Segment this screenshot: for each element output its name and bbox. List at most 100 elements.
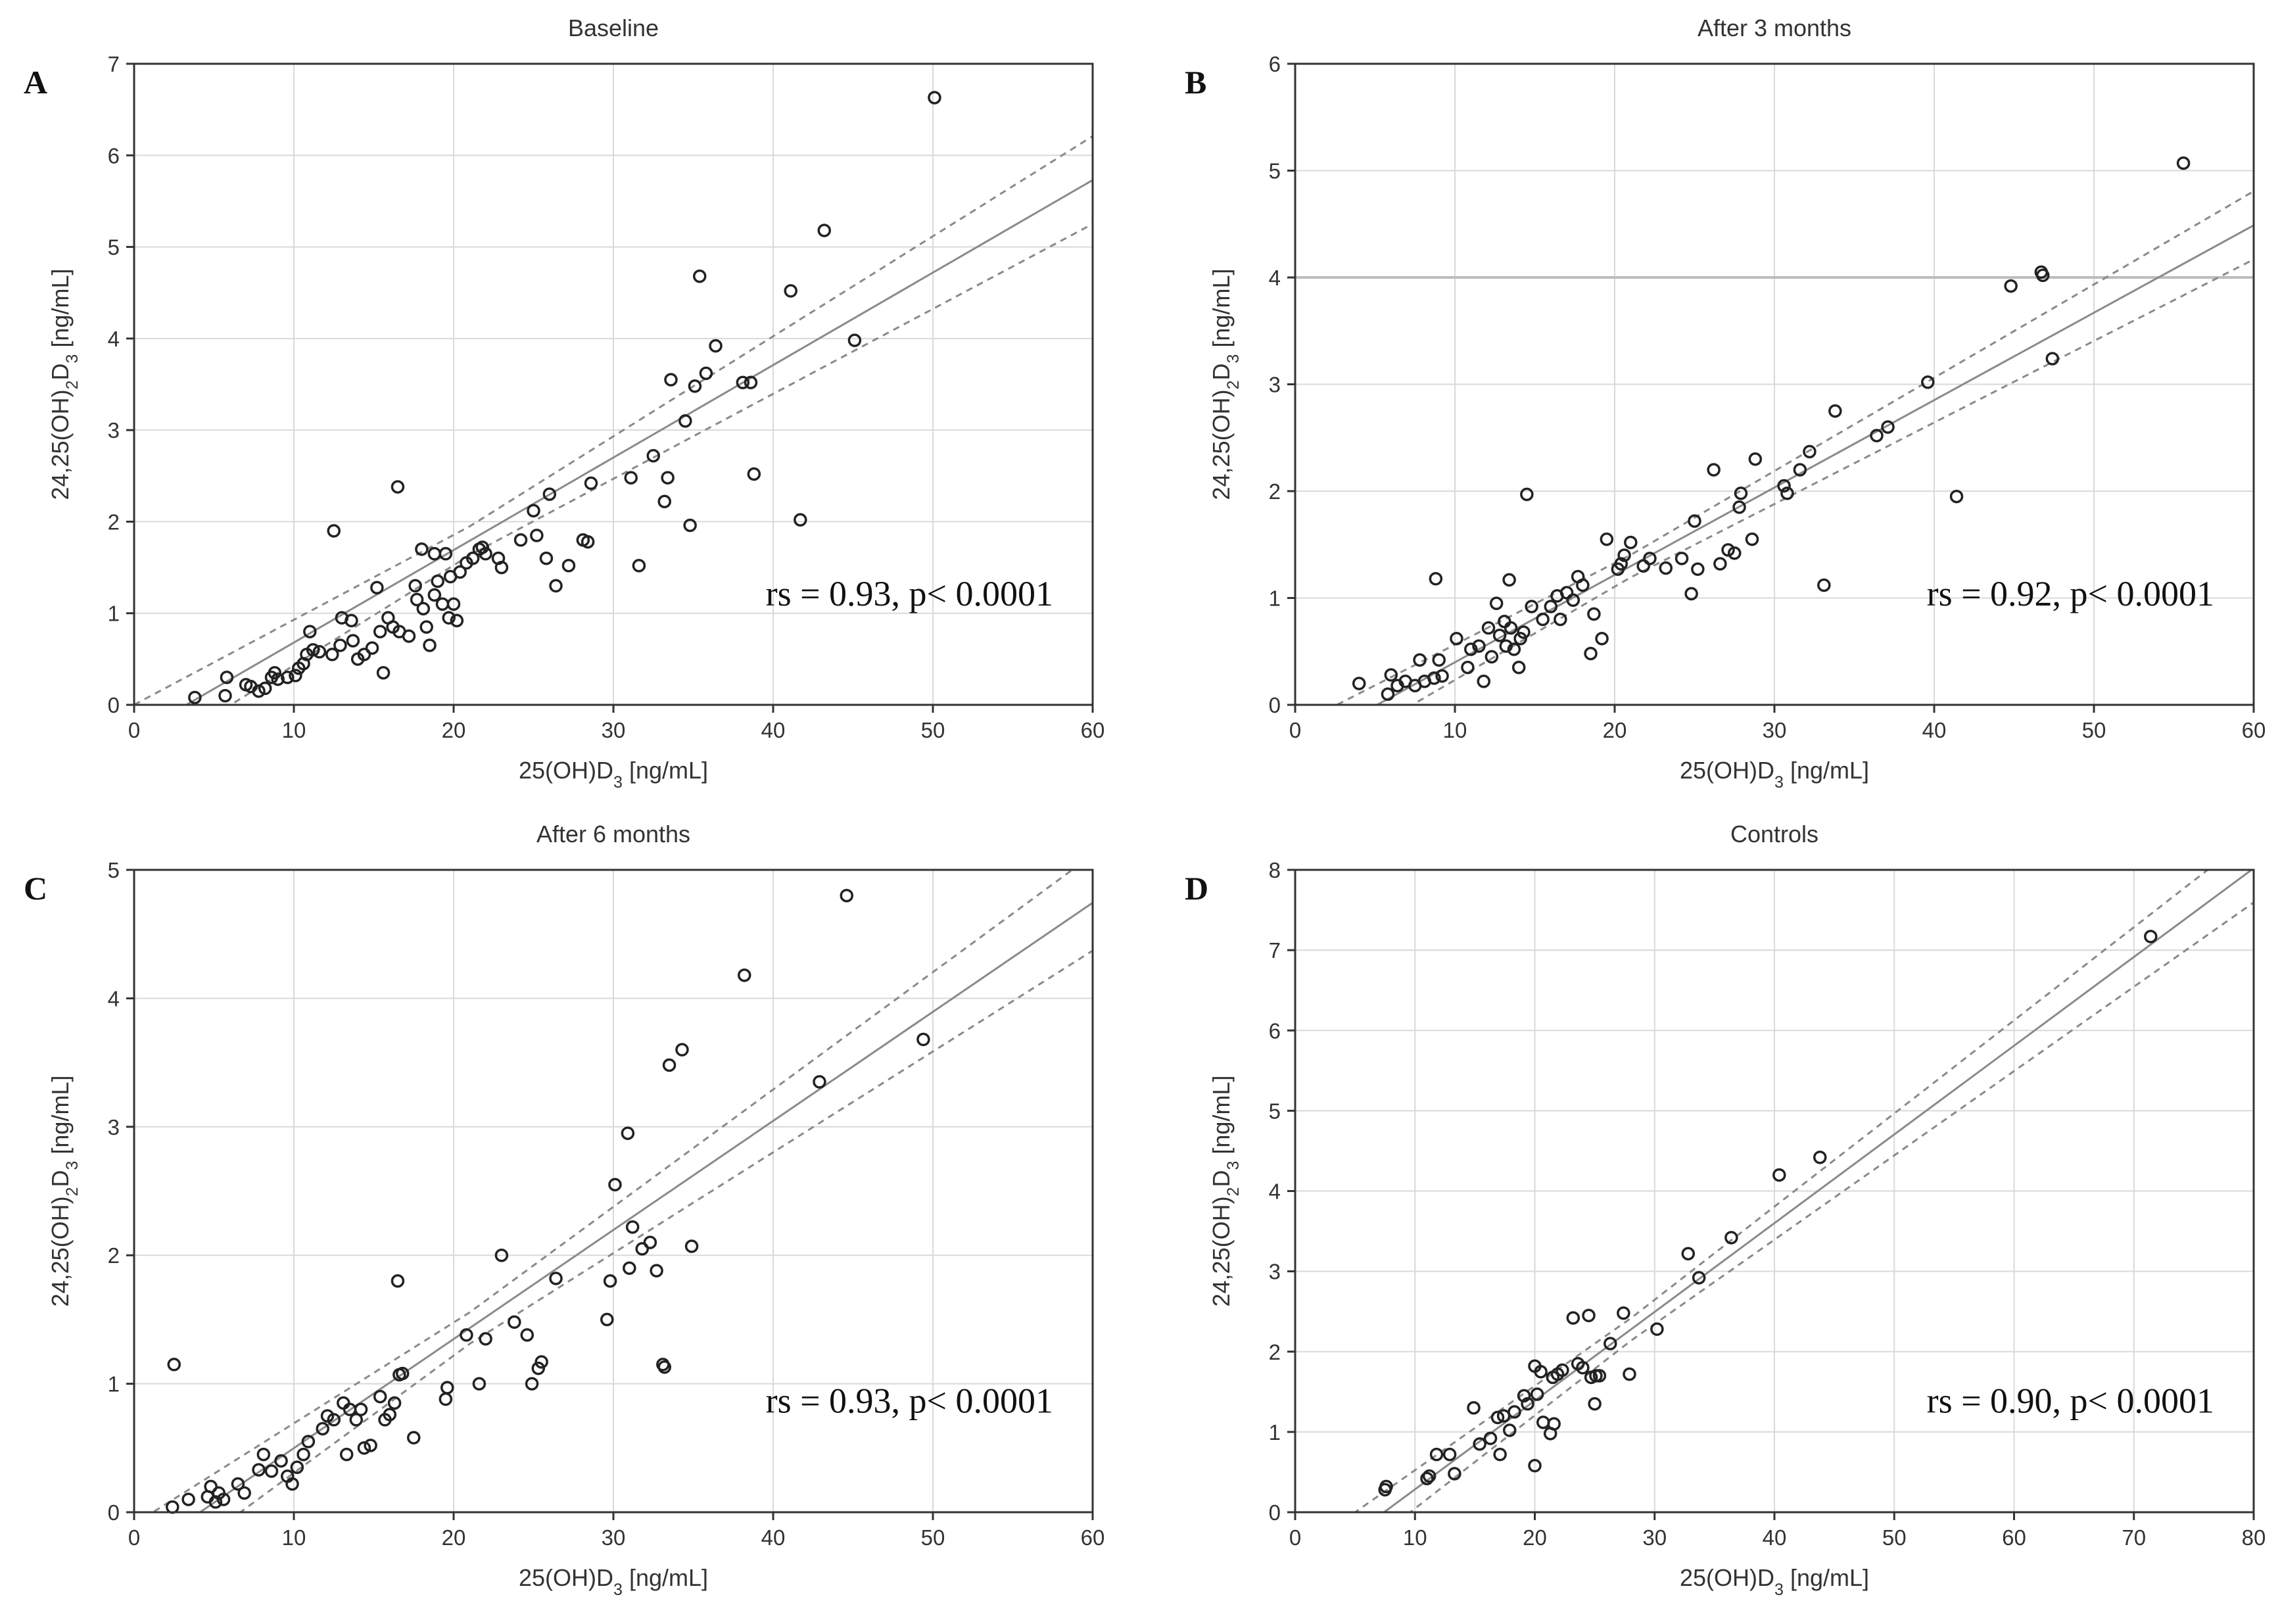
panel-c-data-point [520,1328,534,1342]
panel-c-data-point [364,1439,377,1452]
panel-c-data-point [440,1381,454,1395]
panel-a-x-tick-label: 40 [761,718,786,742]
panel-a-data-point [344,613,358,628]
panel-c-x-tick-label: 0 [128,1525,140,1550]
panel-d-data-point [1422,1469,1437,1483]
panel-a-data-point [376,666,391,680]
panel-b-data-point [1472,639,1486,653]
panel-c-data-point [549,1272,563,1285]
panel-c-letter: C [24,870,47,907]
panel-b-data-point [1745,532,1759,546]
panel-b-data-point [1688,514,1701,528]
panel-b-data-point [1576,578,1590,592]
panel-a-data-point [494,560,509,575]
panel-d-data-point [1692,1271,1706,1285]
panel-c-data-point [387,1396,402,1410]
panel-c-y-axis-label: 24,25(OH)2D3 [ng/mL] [47,1076,82,1307]
panel-a-data-point [450,613,464,628]
panel-d-data-point [1467,1400,1481,1415]
panel-c-data-point [603,1274,617,1288]
panel-d-x-tick-label: 0 [1289,1525,1301,1550]
panel-a-y-tick-label: 5 [108,235,120,260]
panel-a-data-point [646,448,660,463]
panel-a-data-point [453,565,467,579]
panel-a-data-point [312,644,327,659]
panel-a-x-tick-label: 60 [1081,718,1105,742]
panel-a-data-point [539,551,554,565]
panel-b-data-point [1477,675,1490,688]
panel-c-data-point [407,1431,421,1445]
panel-a-data-point [439,546,453,561]
panel-a-data-point [289,669,302,682]
panel-c-x-tick-label: 10 [282,1525,306,1550]
panel-d-data-point [1448,1467,1461,1481]
panel-d-data-point [1556,1363,1569,1377]
panel-b-data-point [1450,632,1463,646]
panel-d-regression-line [1382,870,2254,1512]
panel-a-x-tick-label: 30 [602,718,626,742]
panel-d-y-tick-label: 0 [1269,1500,1281,1525]
panel-b-letter: B [1185,64,1206,101]
panel-c-data-point [327,1413,341,1427]
panel-d-data-point [1603,1337,1617,1350]
panel-c-data-point [274,1454,288,1468]
panel-c-data-point [285,1477,299,1491]
panel-a-data-point [632,559,646,573]
panel-a-data-point [736,375,750,389]
panel-a-letter: A [24,64,47,101]
panel-a-data-point [306,643,320,657]
panel-c-data-point [460,1328,473,1342]
panel-d-letter: D [1185,870,1208,907]
panel-c-data-point [600,1312,614,1327]
panel-a-y-tick-label: 4 [108,327,120,351]
panel-a-data-point [928,91,941,105]
panel-c-x-tick-label: 50 [921,1525,945,1550]
panel-b-x-axis-label: 25(OH)D3 [ng/mL] [1680,757,1869,792]
panel-c-data-point [297,1447,310,1462]
panel-d-y-tick-label: 4 [1269,1180,1281,1204]
panel-a-y-tick-label: 7 [108,52,120,76]
panel-a-y-tick-label: 1 [108,602,120,626]
panel-b-data-point [2045,352,2060,366]
panel-b-data-point [1707,463,1721,477]
panel-b-data-point [1517,625,1531,639]
panel-b-data-point [1566,593,1580,607]
panel-d-x-tick-label: 40 [1763,1525,1787,1550]
panel-d-data-point [1502,1423,1517,1437]
panel-a-y-tick-label: 2 [108,510,120,534]
panel-b-data-point [1492,629,1507,642]
panel-a-x-tick-label: 50 [921,718,945,742]
panel-c-data-point [534,1355,548,1369]
panel-b-data-point [1587,607,1601,621]
panel-c-data-point [494,1248,509,1262]
panel-b-data-point [1713,557,1727,571]
panel-b-data-point [2004,279,2018,293]
panel-c-data-point [525,1377,539,1391]
panel-c: 0 10 20 30 40 50 60 0 1 2 3 4 5 After 6 months Crs = 0… [24,821,1104,1599]
panel-c-data-point [181,1493,195,1506]
panel-d-y-axis-label: 24,25(OH)2D3 [ng/mL] [1208,1076,1243,1307]
panel-b: 0 10 20 30 40 50 60 0 1 2 3 4 5 6 After 3 months Brs = … [1185,14,2266,792]
panel-b-y-tick-label: 0 [1269,693,1281,717]
panel-a-regression-line [184,179,1093,705]
panel-d-y-tick-label: 3 [1269,1260,1281,1284]
panel-c-y-tick-label: 0 [108,1500,120,1525]
panel-a-data-point [373,625,387,638]
panel-d-x-tick-label: 20 [1523,1525,1547,1550]
panel-b-data-point [1520,487,1534,502]
panel-a-y-tick-label: 6 [108,143,120,168]
panel-b-data-point [1384,668,1398,682]
panel-c-data-point [354,1402,368,1416]
panel-c-data-point [395,1366,410,1381]
panel-b-data-point [1734,487,1748,500]
panel-c-data-point [650,1264,663,1278]
panel-a-data-point [346,634,360,648]
panel-c-data-point [316,1421,329,1436]
panel-b-data-point [1777,479,1791,493]
panel-d-y-tick-label: 1 [1269,1420,1281,1445]
panel-b-y-axis-label: 24,25(OH)2D3 [ng/mL] [1208,269,1243,500]
panel-d-data-point [1379,1479,1393,1494]
panel-d-data-point [1576,1360,1590,1375]
panel-d-data-point [1420,1471,1434,1485]
panel-a-data-point [218,688,232,703]
